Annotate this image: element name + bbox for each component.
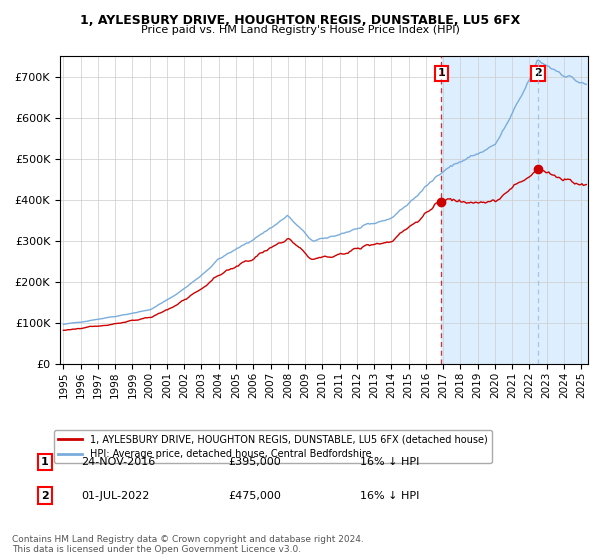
Text: 2: 2 (534, 68, 542, 78)
Text: 1: 1 (437, 68, 445, 78)
Text: 2: 2 (41, 491, 49, 501)
Legend: 1, AYLESBURY DRIVE, HOUGHTON REGIS, DUNSTABLE, LU5 6FX (detached house), HPI: Av: 1, AYLESBURY DRIVE, HOUGHTON REGIS, DUNS… (55, 431, 492, 463)
Text: 01-JUL-2022: 01-JUL-2022 (81, 491, 149, 501)
Text: 24-NOV-2016: 24-NOV-2016 (81, 457, 155, 467)
Text: 16% ↓ HPI: 16% ↓ HPI (360, 491, 419, 501)
Text: Contains HM Land Registry data © Crown copyright and database right 2024.
This d: Contains HM Land Registry data © Crown c… (12, 535, 364, 554)
Text: £475,000: £475,000 (228, 491, 281, 501)
Text: Price paid vs. HM Land Registry's House Price Index (HPI): Price paid vs. HM Land Registry's House … (140, 25, 460, 35)
Text: 1, AYLESBURY DRIVE, HOUGHTON REGIS, DUNSTABLE, LU5 6FX: 1, AYLESBURY DRIVE, HOUGHTON REGIS, DUNS… (80, 14, 520, 27)
Bar (442, 56, 592, 364)
Text: 16% ↓ HPI: 16% ↓ HPI (360, 457, 419, 467)
Text: £395,000: £395,000 (228, 457, 281, 467)
Text: 1: 1 (41, 457, 49, 467)
